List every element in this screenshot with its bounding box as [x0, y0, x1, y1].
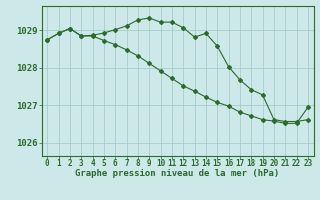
X-axis label: Graphe pression niveau de la mer (hPa): Graphe pression niveau de la mer (hPa): [76, 169, 280, 178]
